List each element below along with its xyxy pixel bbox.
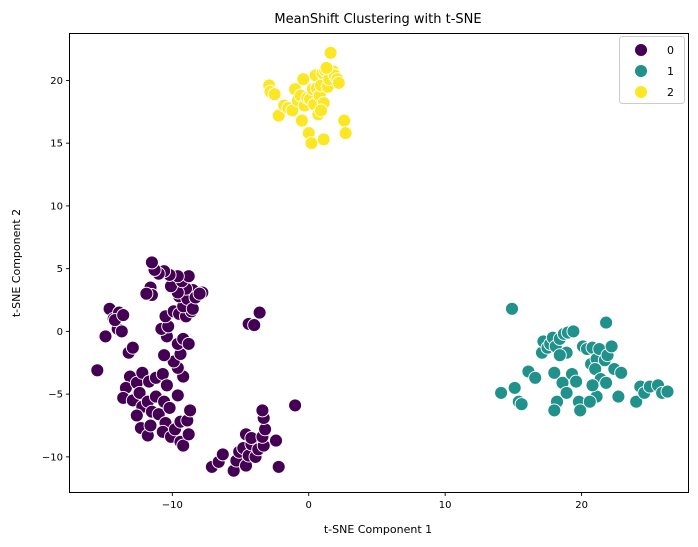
cluster-1-point bbox=[552, 348, 567, 363]
cluster-0-point bbox=[269, 433, 283, 448]
cluster-0-point bbox=[139, 286, 154, 301]
y-tick-label: 5 bbox=[57, 264, 63, 275]
cluster-2-point bbox=[314, 103, 328, 118]
cluster-2-point bbox=[337, 113, 352, 128]
cluster-2-point bbox=[316, 132, 331, 147]
cluster-1-point bbox=[599, 315, 614, 330]
cluster-0-point bbox=[170, 388, 185, 403]
cluster-0-point bbox=[157, 348, 172, 363]
cluster-0-point bbox=[255, 403, 270, 418]
cluster-0-point bbox=[247, 318, 262, 333]
cluster-0-point bbox=[181, 427, 196, 442]
legend-marker-0 bbox=[634, 43, 648, 57]
cluster-0-point bbox=[252, 305, 267, 320]
y-tick-label: 20 bbox=[50, 76, 63, 87]
x-axis-label: t-SNE Component 1 bbox=[324, 523, 432, 536]
legend-items: 0 1 2 bbox=[634, 43, 674, 99]
legend-box bbox=[619, 36, 685, 104]
cluster-1-point bbox=[494, 385, 509, 400]
y-tick-label: 0 bbox=[57, 327, 63, 338]
cluster-0-point bbox=[192, 286, 207, 301]
cluster-1-point bbox=[604, 339, 619, 354]
cluster-2-point bbox=[267, 87, 282, 102]
cluster-2-point bbox=[319, 60, 334, 75]
cluster-1-point bbox=[566, 324, 581, 339]
cluster-0-point bbox=[271, 459, 286, 474]
cluster-0-point bbox=[215, 447, 230, 462]
cluster-0-point bbox=[288, 398, 303, 413]
cluster-2-point bbox=[304, 136, 319, 151]
cluster-1-point bbox=[569, 374, 584, 389]
cluster-1-point bbox=[514, 397, 529, 412]
cluster-1-point bbox=[611, 389, 626, 404]
plot-points bbox=[90, 45, 675, 478]
cluster-0-point bbox=[181, 336, 196, 351]
legend-label-1: 1 bbox=[667, 65, 674, 78]
legend: 0 1 2 bbox=[619, 36, 685, 104]
cluster-0-point bbox=[132, 385, 147, 400]
legend-marker-1 bbox=[634, 64, 648, 78]
plot-frame bbox=[69, 33, 689, 493]
legend-label-0: 0 bbox=[667, 44, 674, 57]
cluster-1-point bbox=[582, 394, 597, 409]
cluster-0-point bbox=[125, 340, 140, 355]
x-tick-label: 20 bbox=[575, 500, 588, 511]
cluster-1-point bbox=[585, 378, 600, 393]
cluster-0-point bbox=[116, 308, 131, 323]
cluster-1-point bbox=[599, 375, 614, 390]
cluster-2-point bbox=[296, 72, 311, 87]
cluster-1-point bbox=[559, 385, 574, 400]
cluster-1-point bbox=[507, 380, 522, 395]
cluster-2-point bbox=[331, 75, 346, 90]
x-tick-label: 0 bbox=[306, 500, 312, 511]
cluster-1-point bbox=[547, 365, 562, 380]
cluster-0-point bbox=[114, 324, 129, 339]
cluster-2-point bbox=[338, 126, 353, 141]
y-tick-label: −5 bbox=[48, 390, 63, 401]
x-tick-label: 10 bbox=[439, 500, 452, 511]
x-axis-ticks: −10 0 10 20 bbox=[162, 492, 588, 511]
cluster-0-point bbox=[129, 408, 144, 423]
cluster-1-point bbox=[505, 301, 519, 316]
cluster-1-point bbox=[573, 403, 588, 418]
cluster-0-point bbox=[90, 363, 105, 378]
cluster-0-point bbox=[185, 301, 200, 316]
cluster-0-point bbox=[144, 255, 159, 270]
cluster-1-point bbox=[528, 370, 543, 385]
legend-marker-2 bbox=[634, 85, 648, 99]
y-tick-label: 15 bbox=[50, 139, 63, 150]
cluster-1-point bbox=[660, 384, 675, 399]
x-tick-label: −10 bbox=[162, 500, 183, 511]
cluster-0-point bbox=[162, 400, 177, 415]
y-tick-label: 10 bbox=[50, 201, 63, 212]
y-axis-label: t-SNE Component 2 bbox=[10, 209, 23, 317]
cluster-1-point bbox=[614, 365, 629, 380]
cluster-2-point bbox=[294, 113, 309, 128]
cluster-1-point bbox=[547, 403, 562, 418]
cluster-0-point bbox=[159, 378, 174, 393]
y-tick-label: −10 bbox=[42, 452, 63, 463]
cluster-1-point bbox=[629, 394, 644, 409]
legend-label-2: 2 bbox=[667, 86, 674, 99]
y-axis-ticks: −10 −5 0 5 10 15 20 bbox=[42, 76, 70, 463]
chart-title: MeanShift Clustering with t-SNE bbox=[274, 12, 481, 27]
cluster-0-point bbox=[98, 329, 113, 344]
cluster-0-point bbox=[143, 418, 158, 433]
cluster-0-point bbox=[176, 438, 191, 453]
cluster-2-point bbox=[323, 45, 338, 60]
cluster-0-point bbox=[183, 403, 198, 418]
